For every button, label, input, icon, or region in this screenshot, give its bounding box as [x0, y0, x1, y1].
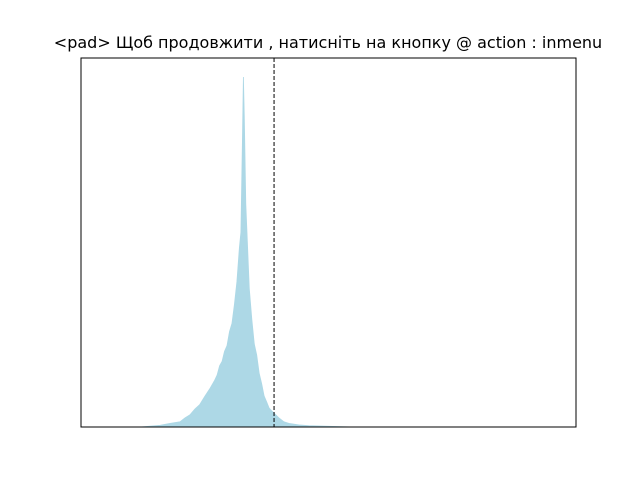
distribution-area	[140, 76, 354, 428]
chart-title: <pad> Щоб продовжити , натисніть на кноп…	[53, 33, 603, 52]
axes-frame	[80, 57, 577, 428]
